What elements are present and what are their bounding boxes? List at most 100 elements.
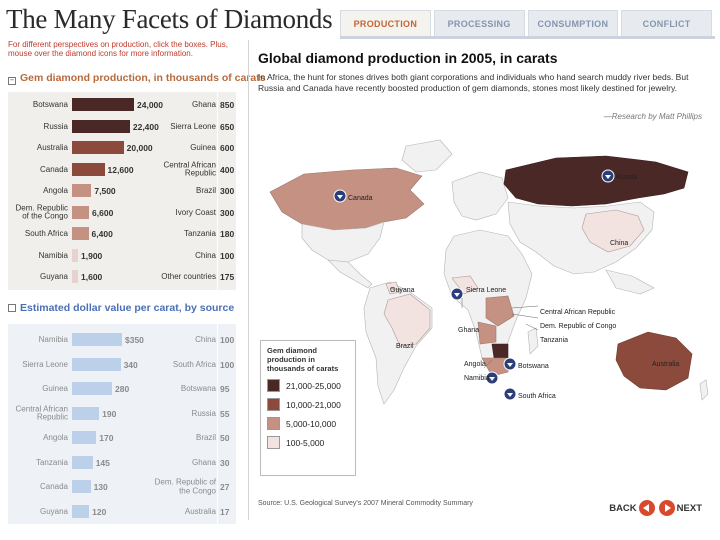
right-country-name: Guinea	[190, 142, 216, 152]
left-country-name: Dem. Republic of the Congo	[15, 203, 68, 221]
europe-region	[451, 171, 509, 221]
right-country-name: Botswana	[180, 383, 216, 393]
right-country-name: Australia	[184, 506, 216, 516]
legend-swatch	[267, 436, 280, 449]
table-row: Angola 170 Brazil 50	[8, 428, 236, 448]
bar-value: 24,000	[137, 100, 163, 110]
russia-diamond-icon[interactable]	[601, 169, 615, 183]
label-tanzania: Tanzania	[540, 337, 568, 344]
nz-region	[699, 379, 709, 401]
tab-consumption[interactable]: CONSUMPTION	[527, 10, 619, 36]
right-country-name: China	[195, 334, 216, 344]
south-africa-diamond-icon[interactable]	[503, 387, 517, 401]
right-country-name: Russia	[191, 408, 216, 418]
sierra-leone-diamond-icon[interactable]	[450, 287, 464, 301]
table-row: Guyana 1,600 Other countries 175	[8, 267, 236, 287]
bar-value: 1,600	[81, 272, 103, 282]
right-country-name: Ivory Coast	[175, 207, 216, 217]
right-country-name: Brazil	[195, 432, 216, 442]
left-country-name: Australia	[36, 142, 68, 152]
column-divider	[217, 92, 218, 290]
value-bar	[72, 119, 130, 133]
bar-value: 1,900	[81, 250, 103, 261]
section-tabs: PRODUCTION PROCESSING CONSUMPTION CONFLI…	[340, 10, 715, 36]
left-country-name: Namibia	[38, 250, 68, 260]
canada-diamond-icon[interactable]	[333, 189, 347, 203]
left-country-name: Guyana	[39, 271, 68, 281]
table-row: Namibia $350 China 100	[8, 330, 236, 350]
tab-conflict[interactable]: CONFLICT	[621, 10, 712, 36]
back-arrow-icon[interactable]	[638, 500, 655, 516]
production-toggle[interactable]: – Gem diamond production, in thousands of…	[8, 72, 266, 85]
legend-swatch	[267, 398, 280, 411]
south-africa-region	[481, 357, 511, 377]
right-value: 100	[220, 335, 235, 345]
legend-item: 10,000-21,000	[267, 398, 349, 411]
left-country-name: Sierra Leone	[22, 359, 68, 369]
production-title: Gem diamond production, in thousands of …	[20, 72, 266, 84]
panel-divider	[248, 40, 249, 520]
right-value: 30	[220, 457, 230, 468]
research-credit: —Research by Matt Phillips	[603, 112, 702, 121]
russia-region	[503, 155, 689, 207]
angola-diamond-icon[interactable]	[485, 371, 499, 385]
bar-value: $350	[125, 335, 144, 345]
tab-processing[interactable]: PROCESSING	[433, 10, 525, 36]
right-value: 650	[220, 121, 235, 132]
label-angola: Angola	[464, 361, 486, 368]
label-china: China	[610, 240, 628, 247]
value-bar	[72, 357, 121, 371]
label-car: Central African Republic	[540, 309, 616, 316]
instructions: For different perspectives on production…	[8, 40, 228, 58]
table-row: Dem. Republic of the Congo 6,600 Ivory Coa…	[8, 203, 236, 223]
right-value: 27	[220, 482, 230, 492]
legend-item: 5,000-10,000	[267, 417, 349, 430]
australia-region	[615, 331, 693, 391]
table-row: South Africa 6,400 Tanzania 180	[8, 224, 236, 244]
right-country-name: Ghana	[191, 99, 216, 109]
left-country-name: Namibia	[38, 334, 68, 344]
right-value: 50	[220, 433, 230, 443]
dollar-title: Estimated dollar value per carat, by sou…	[20, 302, 235, 314]
table-row: Botswana 24,000 Ghana 850	[8, 95, 236, 115]
header-rule	[340, 36, 715, 39]
greenland-region	[401, 139, 453, 173]
production-panel: Botswana 24,000 Ghana 850 Russia 22,400 Sierra…	[8, 92, 236, 290]
value-bar	[72, 227, 89, 240]
label-south-africa: South Africa	[518, 393, 556, 400]
left-country-name: Guyana	[39, 506, 68, 516]
dollar-toggle[interactable]: Estimated dollar value per carat, by sou…	[8, 302, 234, 314]
right-value: 100	[220, 359, 235, 370]
value-bar	[72, 141, 124, 154]
right-country-name: Ghana	[191, 457, 216, 467]
expand-box-icon[interactable]	[8, 304, 16, 312]
china-region	[581, 209, 645, 253]
bar-value: 6,600	[92, 207, 114, 218]
tab-production[interactable]: PRODUCTION	[340, 10, 431, 36]
source-note: Source: U.S. Geological Survey's 2007 Mi…	[258, 500, 473, 507]
left-country-name: Angola	[43, 185, 68, 195]
back-link[interactable]: BACK	[609, 502, 637, 514]
left-country-name: Russia	[43, 121, 68, 131]
next-link[interactable]: NEXT	[676, 502, 702, 514]
page-nav: BACK NEXT	[609, 500, 702, 516]
value-bar	[72, 98, 134, 111]
right-value: 300	[220, 207, 235, 218]
botswana-diamond-icon[interactable]	[503, 357, 517, 371]
left-country-name: Angola	[43, 432, 68, 442]
legend-label: 21,000-25,000	[286, 380, 341, 391]
table-row: Canada 130 Dem. Republic of the Congo 27	[8, 477, 236, 497]
bar-value: 22,400	[132, 121, 159, 132]
next-arrow-icon[interactable]	[658, 500, 675, 516]
legend-swatch	[267, 379, 280, 392]
drc-region	[485, 295, 515, 327]
label-russia: Russia	[616, 174, 638, 181]
right-country-name: Brazil	[195, 185, 216, 195]
guyana-region	[385, 281, 401, 295]
value-bar	[72, 455, 93, 469]
collapse-box-icon[interactable]: –	[8, 77, 16, 85]
column-divider	[217, 324, 218, 524]
bar-value: 12,600	[107, 164, 134, 175]
right-value: 400	[220, 164, 235, 175]
map-title: Global diamond production in 2005, in ca…	[258, 50, 558, 66]
